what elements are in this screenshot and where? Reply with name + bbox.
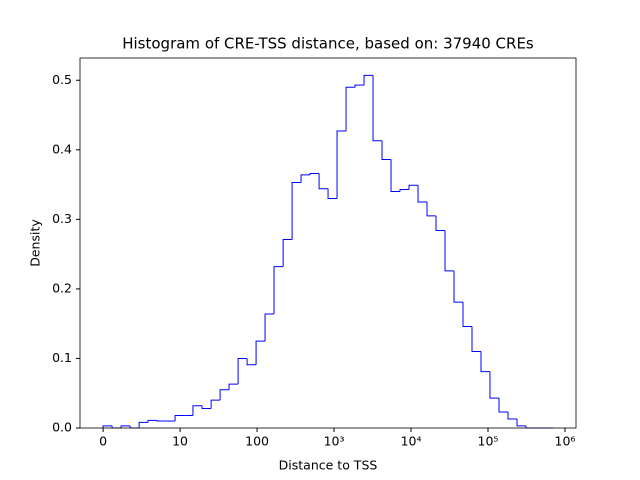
histogram-bin bbox=[417, 185, 428, 203]
histogram-bin bbox=[363, 74, 374, 86]
histogram-bin bbox=[318, 173, 329, 190]
x-tick-label: 10⁶ bbox=[555, 434, 576, 449]
histogram-bin bbox=[444, 230, 455, 272]
x-tick-label: 100 bbox=[245, 434, 269, 449]
histogram-bin bbox=[516, 418, 526, 427]
histogram-bin bbox=[192, 405, 203, 416]
histogram-bin bbox=[309, 172, 320, 175]
y-tick-label: 0.2 bbox=[52, 280, 72, 295]
histogram-bin bbox=[372, 75, 383, 142]
y-tick-label: 0.3 bbox=[52, 211, 72, 226]
histogram-bin bbox=[354, 84, 365, 88]
plot-frame bbox=[79, 57, 577, 429]
histogram-bin bbox=[291, 181, 302, 240]
x-tick-label: 10⁴ bbox=[401, 434, 422, 449]
y-tick-label: 0.0 bbox=[52, 420, 72, 435]
histogram-bin bbox=[246, 358, 257, 366]
x-tick-label: 10 bbox=[172, 434, 188, 449]
histogram-bin bbox=[282, 239, 293, 267]
histogram-bin bbox=[480, 351, 490, 373]
histogram-bin bbox=[453, 270, 464, 303]
histogram-bin bbox=[237, 357, 248, 385]
histogram-bin bbox=[201, 405, 212, 410]
histogram-bin bbox=[435, 215, 446, 231]
histogram-bin bbox=[507, 412, 517, 420]
histogram-bin bbox=[462, 302, 472, 327]
histogram-bin bbox=[408, 184, 419, 190]
histogram-bin bbox=[498, 398, 509, 413]
histogram-bin bbox=[345, 86, 356, 132]
y-tick-label: 0.5 bbox=[52, 72, 72, 87]
histogram-bin bbox=[300, 174, 311, 183]
histogram-bin bbox=[426, 201, 437, 217]
x-tick-label: 10⁵ bbox=[478, 434, 499, 449]
histogram-bin bbox=[471, 326, 481, 352]
histogram-bin bbox=[228, 383, 239, 390]
histogram-bin bbox=[147, 419, 158, 423]
histogram-bin bbox=[264, 313, 275, 342]
y-tick-label: 0.1 bbox=[52, 350, 72, 365]
x-tick-label: 10³ bbox=[324, 434, 345, 449]
histogram-bin bbox=[219, 389, 230, 401]
histogram-bin bbox=[138, 421, 149, 428]
x-tick-label: 0 bbox=[99, 434, 107, 449]
histogram-bin bbox=[489, 371, 500, 399]
histogram-bin bbox=[156, 420, 167, 422]
histogram-bin bbox=[381, 140, 392, 161]
histogram-bin bbox=[399, 188, 410, 192]
histogram-bin bbox=[210, 399, 221, 409]
y-tick-label: 0.4 bbox=[52, 141, 72, 156]
y-axis-label: Density bbox=[28, 219, 43, 267]
x-axis-label: Distance to TSS bbox=[279, 458, 378, 473]
histogram-bin bbox=[390, 159, 401, 193]
chart-title: Histogram of CRE-TSS distance, based on:… bbox=[122, 35, 534, 53]
histogram-bin bbox=[120, 425, 131, 428]
histogram-bin bbox=[327, 188, 338, 199]
histogram-bin bbox=[336, 130, 347, 199]
histogram-bin bbox=[174, 414, 185, 422]
histogram-bin bbox=[273, 266, 284, 314]
histogram-bin bbox=[102, 425, 113, 428]
histogram-bin bbox=[255, 340, 266, 365]
